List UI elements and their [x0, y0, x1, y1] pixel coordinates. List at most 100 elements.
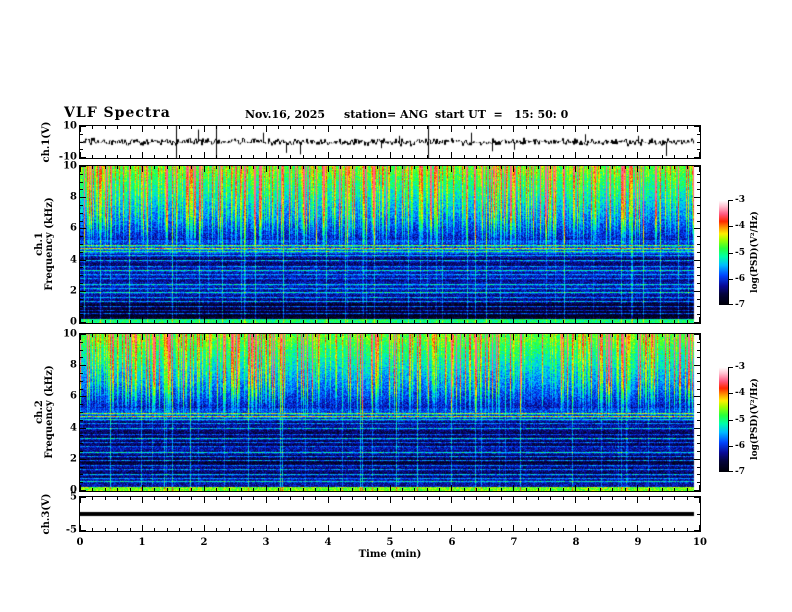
- x-tick: [315, 320, 316, 323]
- x-tick: [365, 488, 366, 491]
- x-tick: [105, 320, 106, 323]
- x-tick: [130, 166, 131, 169]
- x-tick: [451, 166, 452, 172]
- x-tick: [204, 152, 205, 158]
- x-tick: [328, 152, 329, 158]
- y-tick-label: 4: [70, 422, 77, 434]
- x-tick: [204, 317, 205, 323]
- x-tick: [612, 528, 613, 531]
- x-tick: [154, 488, 155, 491]
- y-tick: [697, 283, 700, 284]
- x-tick: [439, 488, 440, 491]
- x-tick: [439, 155, 440, 158]
- x-tick: [365, 155, 366, 158]
- x-tick: [253, 334, 254, 337]
- x-tick: [191, 334, 192, 337]
- x-tick: [290, 126, 291, 129]
- x-tick: [142, 485, 143, 491]
- x-tick: [489, 126, 490, 129]
- x-tick: [427, 320, 428, 323]
- y-tick: [697, 381, 700, 382]
- x-tick: [513, 485, 514, 491]
- x-tick: [427, 488, 428, 491]
- x-tick: [80, 485, 81, 491]
- x-tick: [290, 155, 291, 158]
- x-tick: [204, 166, 205, 172]
- x-tick: [588, 488, 589, 491]
- x-tick: [179, 166, 180, 169]
- x-tick: [365, 126, 366, 129]
- x-tick: [451, 485, 452, 491]
- y-tick: [80, 221, 83, 222]
- x-tick: [105, 497, 106, 500]
- y-tick: [80, 443, 83, 444]
- x-tick: [278, 126, 279, 129]
- x-tick: [526, 334, 527, 337]
- y-tick: [694, 291, 700, 292]
- x-tick: [315, 166, 316, 169]
- y-tick: [697, 420, 700, 421]
- y-tick: [80, 205, 83, 206]
- x-tick: [303, 166, 304, 169]
- x-tick: [588, 320, 589, 323]
- ch1-spectrogram-panel: [79, 165, 701, 324]
- colorbar-tick-label: -3: [735, 195, 745, 205]
- x-tick: [303, 497, 304, 500]
- x-tick: [526, 320, 527, 323]
- x-tick: [229, 488, 230, 491]
- y-tick: [697, 244, 700, 245]
- y-tick: [697, 221, 700, 222]
- x-tick: [328, 485, 329, 491]
- x-tick: [538, 155, 539, 158]
- y-tick: [697, 213, 700, 214]
- x-tick: [476, 155, 477, 158]
- y-tick-label: -10: [58, 151, 77, 163]
- x-tick: [414, 166, 415, 169]
- x-tick: [699, 152, 700, 158]
- x-tick: [216, 334, 217, 337]
- x-tick: [588, 126, 589, 129]
- x-tick: [290, 528, 291, 531]
- x-tick: [303, 320, 304, 323]
- y-tick-label: 6: [70, 390, 77, 402]
- x-tick: [451, 334, 452, 340]
- x-tick: [167, 497, 168, 500]
- x-tick: [625, 488, 626, 491]
- x-tick: [600, 320, 601, 323]
- y-tick: [697, 314, 700, 315]
- x-tick: [241, 334, 242, 337]
- x-tick: [612, 126, 613, 129]
- x-tick: [229, 497, 230, 500]
- y-tick: [697, 389, 700, 390]
- x-tick: [662, 320, 663, 323]
- x-tick: [266, 525, 267, 531]
- x-tick: [303, 155, 304, 158]
- x-tick: [253, 320, 254, 323]
- colorbar-tick: [728, 304, 733, 305]
- x-tick: [662, 155, 663, 158]
- x-tick: [365, 497, 366, 500]
- x-tick: [476, 488, 477, 491]
- y-tick-label: 10: [63, 120, 77, 132]
- x-tick: [154, 166, 155, 169]
- y-tick: [697, 443, 700, 444]
- x-tick: [538, 320, 539, 323]
- x-tick: [451, 152, 452, 158]
- x-tick: [315, 126, 316, 129]
- y-tick: [697, 482, 700, 483]
- x-tick: [427, 166, 428, 169]
- x-tick: [649, 497, 650, 500]
- x-tick: [241, 320, 242, 323]
- y-tick: [80, 157, 86, 158]
- x-tick: [179, 320, 180, 323]
- x-tick: [550, 528, 551, 531]
- x-tick: [526, 155, 527, 158]
- x-tick: [414, 528, 415, 531]
- x-tick: [191, 528, 192, 531]
- x-tick: [340, 488, 341, 491]
- y-tick: [80, 530, 86, 531]
- y-tick: [80, 149, 83, 150]
- x-tick: [538, 334, 539, 337]
- x-tick: [439, 497, 440, 500]
- x-tick: [253, 528, 254, 531]
